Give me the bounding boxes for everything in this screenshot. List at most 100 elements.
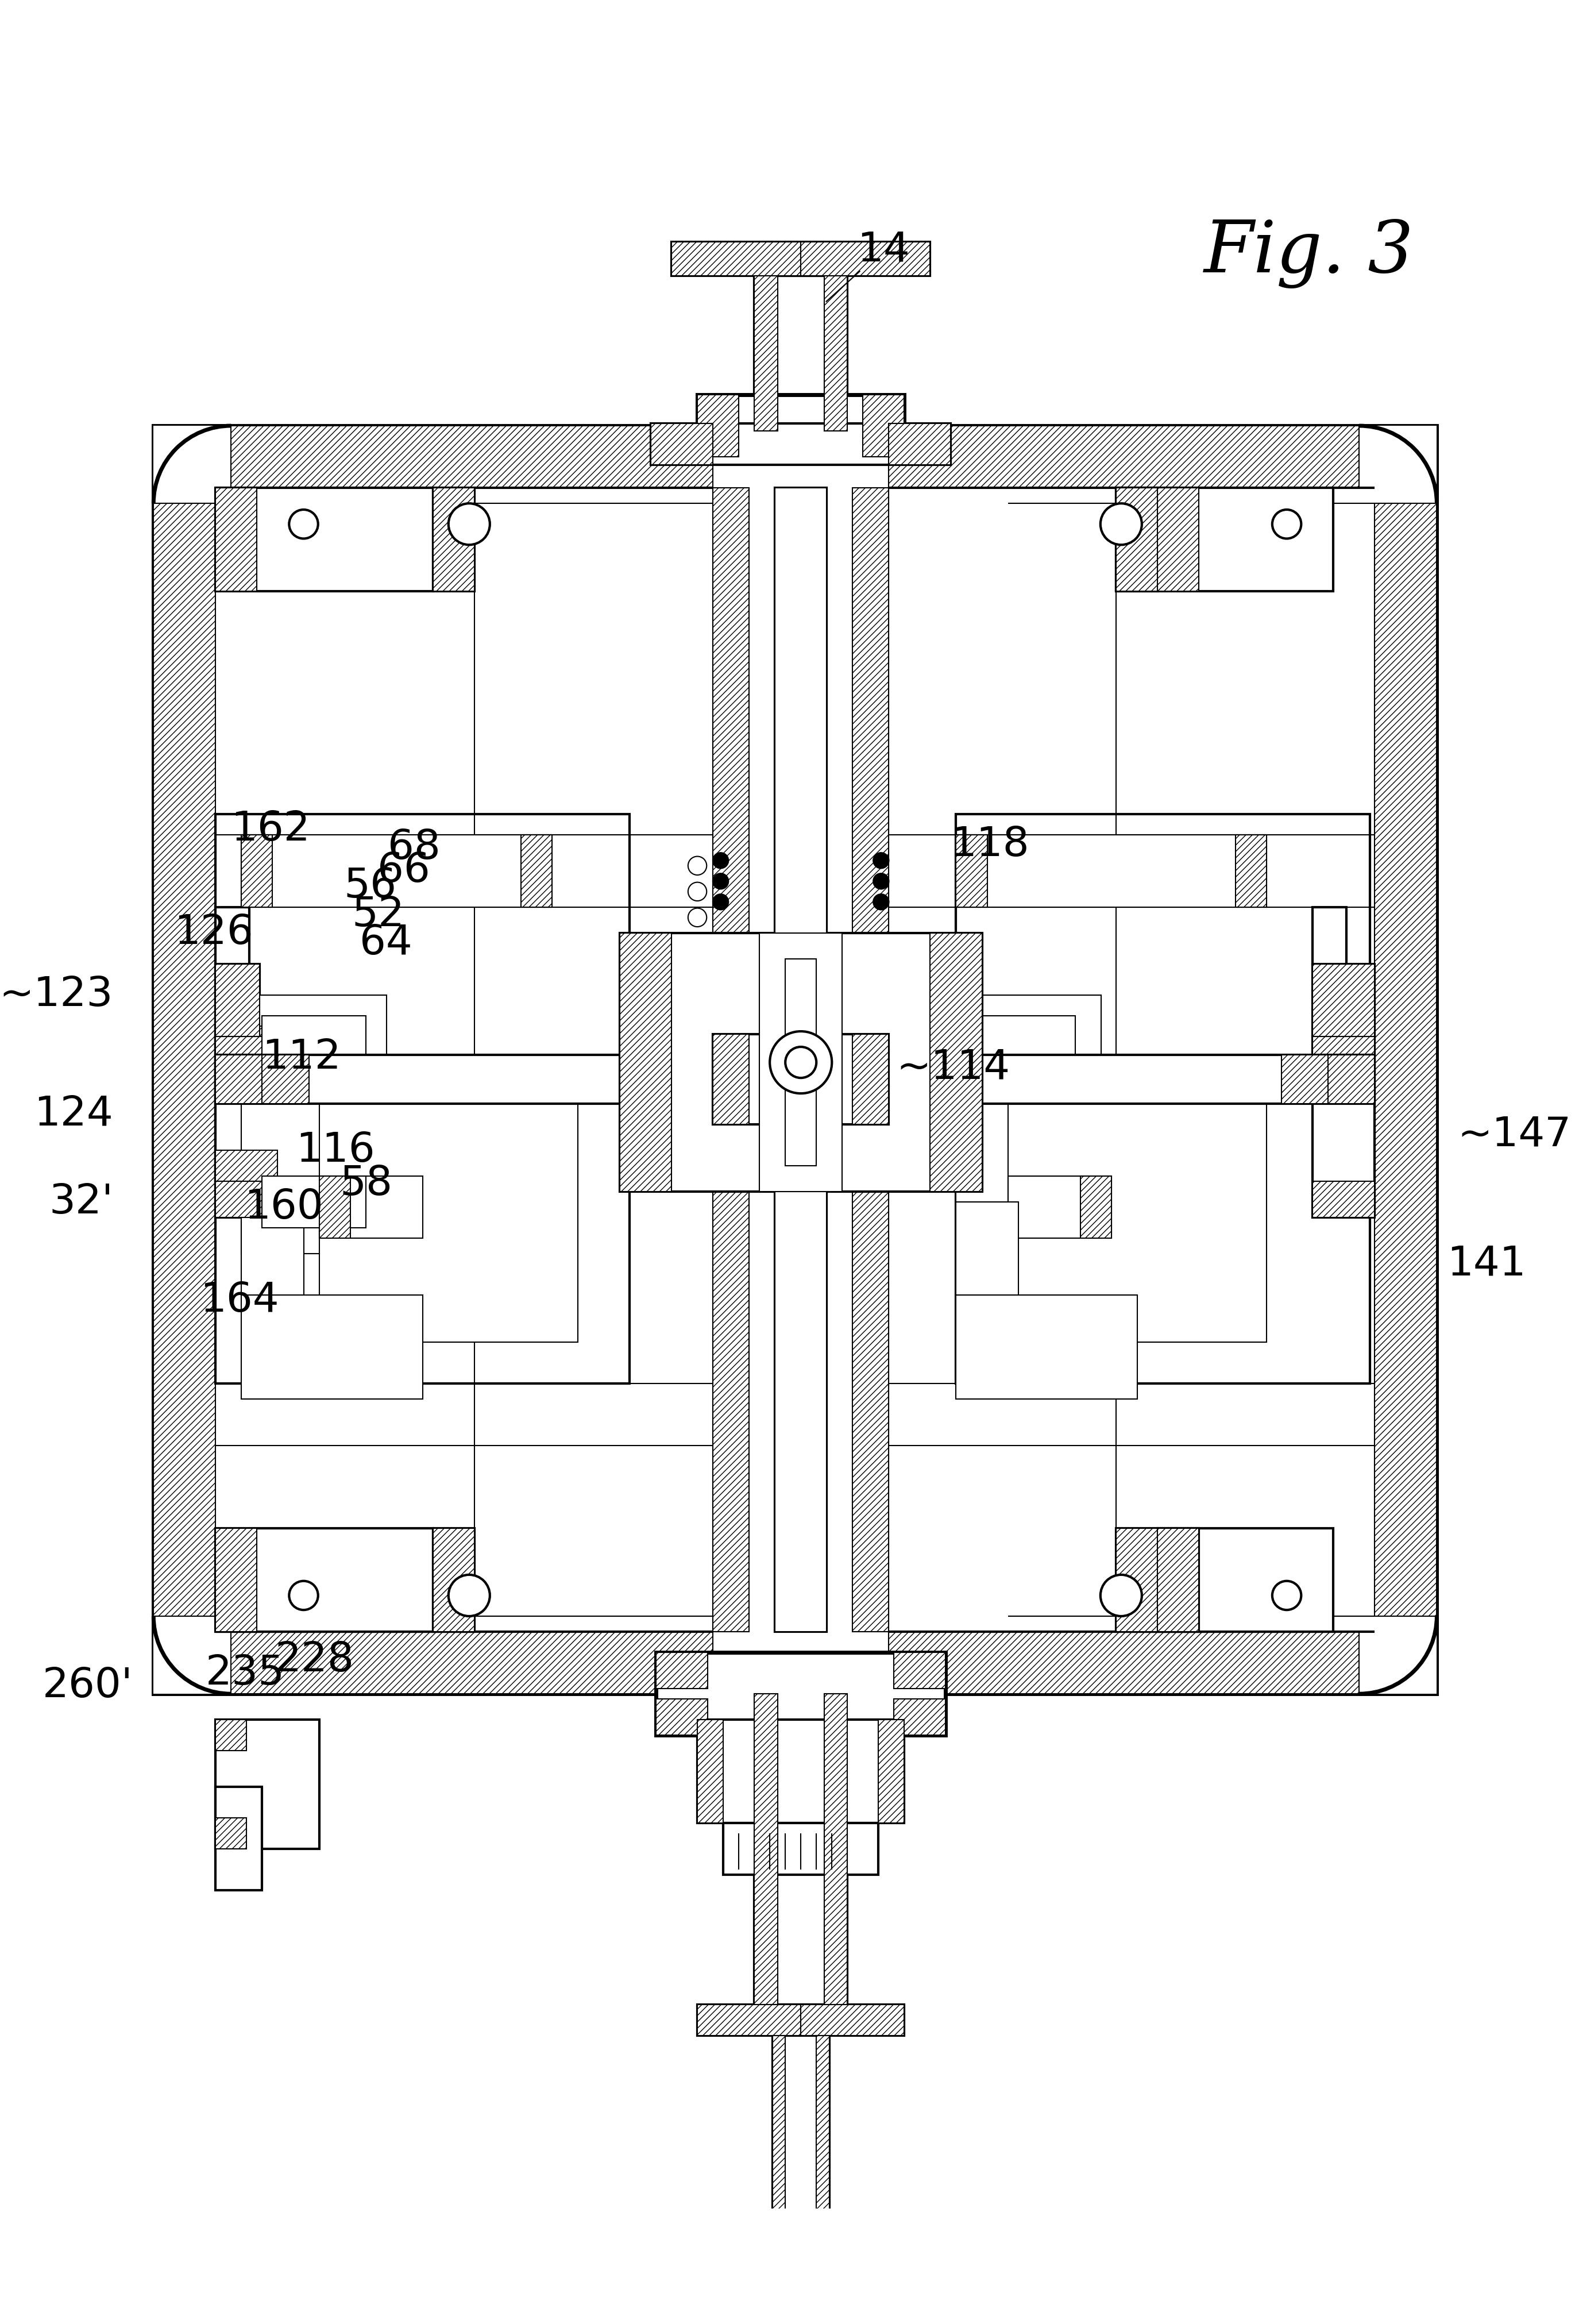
Bar (698, 1720, 904, 1824)
Bar (956, 995, 1101, 1255)
Text: ~147: ~147 (1457, 1116, 1572, 1155)
Bar (888, 1055, 1375, 1104)
Bar (956, 834, 1266, 906)
Bar (241, 834, 551, 906)
Bar (824, 277, 847, 430)
Text: 124: 124 (35, 1095, 113, 1134)
Bar (433, 488, 474, 590)
Text: 14: 14 (827, 230, 910, 302)
Circle shape (874, 853, 888, 867)
Bar (261, 1055, 309, 1104)
Bar (956, 1294, 1137, 1399)
Text: 228: 228 (276, 1641, 354, 1680)
Bar (241, 834, 272, 906)
Bar (1312, 1037, 1375, 1218)
Bar (261, 1176, 365, 1227)
Bar (1158, 1529, 1199, 1631)
Text: 112: 112 (261, 1037, 342, 1076)
Bar (216, 1055, 713, 1104)
Polygon shape (772, 2243, 830, 2278)
Bar (619, 932, 981, 1192)
Text: ~114: ~114 (896, 1048, 1010, 1088)
Circle shape (874, 895, 888, 909)
Bar (863, 395, 904, 458)
Bar (879, 1720, 904, 1824)
Bar (216, 1055, 261, 1104)
Bar (650, 423, 713, 465)
Bar (216, 906, 249, 964)
Bar (216, 1817, 247, 1850)
Bar (852, 488, 888, 1631)
Bar (1158, 488, 1199, 590)
Bar (216, 964, 260, 1037)
Circle shape (874, 874, 888, 888)
Circle shape (1273, 1580, 1301, 1611)
Bar (216, 1181, 272, 1218)
Bar (1328, 1055, 1375, 1104)
Bar (786, 960, 816, 1167)
Text: 32': 32' (49, 1183, 113, 1222)
Bar (1312, 964, 1375, 1037)
Bar (1312, 906, 1347, 964)
Bar (816, 2036, 830, 2243)
Bar (775, 488, 827, 1631)
Bar (895, 1652, 945, 1690)
Circle shape (1101, 504, 1142, 544)
Bar (216, 1720, 320, 1850)
Bar (895, 1699, 945, 1736)
Text: Fig. 3: Fig. 3 (1203, 218, 1414, 288)
Bar (216, 1529, 433, 1631)
Text: 68: 68 (387, 827, 441, 867)
Bar (433, 1529, 474, 1631)
Bar (216, 964, 260, 1037)
Bar (1080, 1176, 1112, 1239)
Bar (1235, 834, 1266, 906)
Bar (956, 834, 988, 906)
Bar (216, 1027, 277, 1181)
Text: 260': 260' (43, 1666, 132, 1706)
Bar (216, 1150, 277, 1181)
Circle shape (786, 1046, 816, 1078)
Bar (655, 1652, 707, 1690)
Bar (320, 1176, 350, 1239)
Text: 160: 160 (244, 1188, 323, 1227)
Bar (1282, 1055, 1328, 1104)
Bar (216, 1037, 272, 1074)
Bar (521, 834, 551, 906)
Bar (972, 1016, 1076, 1067)
Text: 64: 64 (359, 923, 413, 962)
Bar (153, 1615, 232, 1694)
Bar (800, 2003, 904, 2036)
Bar (1008, 1176, 1112, 1239)
Bar (1117, 488, 1334, 590)
Bar (1158, 1529, 1199, 1631)
Bar (713, 488, 750, 1631)
Bar (1008, 1083, 1266, 1341)
Polygon shape (775, 2243, 827, 2278)
Bar (772, 2036, 786, 2243)
Circle shape (1273, 509, 1301, 539)
Circle shape (713, 853, 728, 867)
Text: 162: 162 (232, 809, 310, 848)
Text: 141: 141 (1447, 1243, 1526, 1285)
Text: 116: 116 (296, 1129, 375, 1171)
Bar (241, 1202, 304, 1306)
Bar (698, 2003, 800, 2036)
Bar (216, 1787, 261, 1889)
Bar (655, 1699, 707, 1736)
Bar (824, 1694, 847, 2003)
Bar (216, 813, 630, 1383)
Bar (671, 242, 800, 277)
Bar (698, 1720, 723, 1824)
Bar (153, 425, 1436, 1694)
Text: 235: 235 (205, 1652, 285, 1692)
Circle shape (713, 895, 728, 909)
Bar (216, 1027, 277, 1057)
Bar (216, 1037, 272, 1218)
Bar (216, 1720, 247, 1750)
Bar (1117, 488, 1158, 590)
Bar (772, 2036, 830, 2243)
Bar (713, 1034, 888, 1125)
Bar (852, 1034, 888, 1125)
Bar (1312, 1037, 1375, 1074)
